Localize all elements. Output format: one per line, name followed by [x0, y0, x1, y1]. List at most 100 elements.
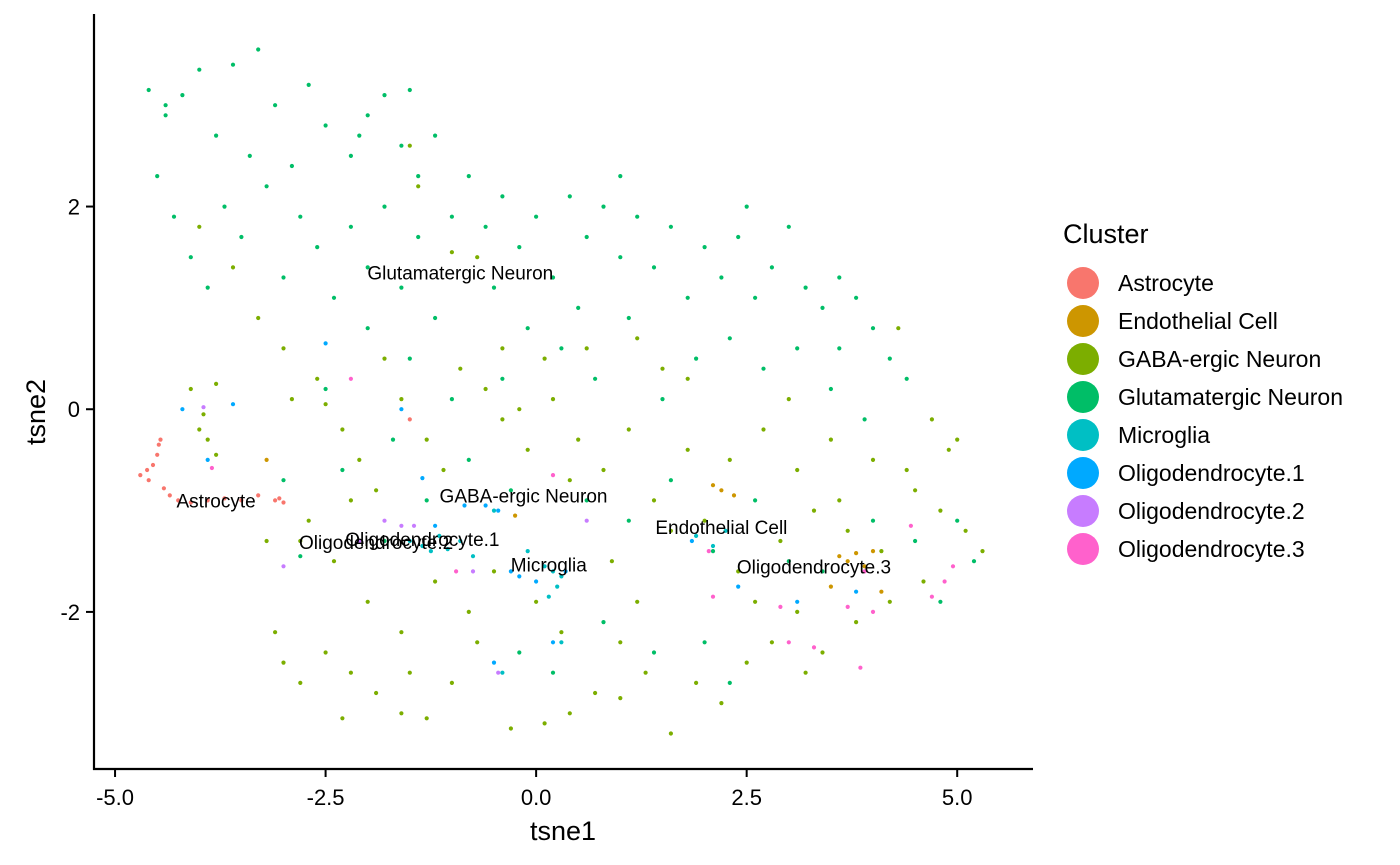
point-glutamatergic-neuron-76 [365, 326, 370, 331]
point-gaba-ergic-neuron-73 [736, 569, 741, 574]
point-gaba-ergic-neuron-94 [214, 452, 219, 457]
point-astrocyte-11 [222, 496, 227, 501]
point-gaba-ergic-neuron-71 [668, 528, 674, 533]
point-gaba-ergic-neuron-34 [929, 417, 935, 422]
point-glutamatergic-neuron-33 [433, 315, 438, 321]
legend: Astrocyte Endothelial Cell GABA-ergic Neur… [1067, 267, 1343, 565]
point-gaba-ergic-neuron-24 [727, 457, 732, 462]
point-oligodendrocyte-1-18 [491, 660, 497, 665]
point-microglia-18 [500, 670, 505, 675]
point-oligodendrocyte-3-3 [550, 473, 556, 478]
point-endothelial-cell-7 [870, 549, 876, 554]
y-tick-label: 0 [68, 397, 80, 422]
point-glutamatergic-neuron-64 [559, 346, 564, 351]
point-gaba-ergic-neuron-65 [466, 609, 471, 615]
point-gaba-ergic-neuron-42 [424, 716, 429, 721]
point-gaba-ergic-neuron-105 [753, 599, 758, 604]
point-glutamatergic-neuron-90 [820, 569, 825, 574]
point-oligodendrocyte-3-10 [862, 569, 867, 574]
point-gaba-ergic-neuron-4 [214, 381, 219, 386]
point-oligodendrocyte-3-6 [778, 604, 783, 610]
point-astrocyte-4 [156, 442, 161, 447]
point-glutamatergic-neuron-74 [449, 397, 454, 402]
legend-label-oligodendrocyte-2: Oligodendrocyte.2 [1118, 498, 1305, 524]
point-gaba-ergic-neuron-8 [340, 427, 345, 432]
point-gaba-ergic-neuron-104 [525, 447, 530, 452]
point-gaba-ergic-neuron-62 [365, 599, 370, 604]
cluster-label-astrocyte: Astrocyte [176, 492, 255, 513]
point-endothelial-cell-5 [854, 551, 859, 556]
x-tick-label: -2.5 [307, 785, 345, 810]
point-gaba-ergic-neuron-36 [281, 660, 286, 665]
point-gaba-ergic-neuron-21 [626, 427, 631, 432]
x-tick-label: 0.0 [521, 785, 552, 810]
point-glutamatergic-neuron-68 [694, 356, 699, 361]
point-gaba-ergic-neuron-48 [593, 690, 598, 696]
point-astrocyte-14 [273, 498, 278, 503]
legend-label-endothelial-cell: Endothelial Cell [1118, 308, 1278, 334]
point-oligodendrocyte-3-15 [950, 564, 956, 569]
legend-key-astrocyte [1067, 267, 1099, 299]
point-astrocyte-8 [176, 498, 181, 503]
point-glutamatergic-neuron-12 [365, 113, 370, 118]
point-gaba-ergic-neuron-88 [315, 376, 320, 381]
legend-key-microglia [1067, 419, 1099, 451]
point-gaba-ergic-neuron-9 [357, 457, 362, 462]
point-gaba-ergic-neuron-20 [601, 467, 606, 473]
point-endothelial-cell-10 [513, 513, 518, 518]
point-glutamatergic-neuron-65 [593, 376, 598, 381]
point-gaba-ergic-neuron-29 [913, 488, 918, 493]
point-glutamatergic-neuron-21 [222, 204, 227, 209]
point-glutamatergic-neuron-51 [736, 234, 741, 240]
point-microglia-7 [542, 564, 547, 569]
point-glutamatergic-neuron-112 [837, 346, 842, 351]
point-gaba-ergic-neuron-68 [559, 630, 564, 635]
point-oligodendrocyte-1-3 [323, 341, 328, 346]
point-gaba-ergic-neuron-78 [904, 467, 909, 473]
point-endothelial-cell-4 [845, 559, 850, 564]
point-glutamatergic-neuron-27 [331, 295, 337, 300]
point-glutamatergic-neuron-47 [668, 224, 674, 229]
point-oligodendrocyte-2-2 [382, 518, 387, 523]
point-gaba-ergic-neuron-12 [424, 437, 429, 442]
point-gaba-ergic-neuron-79 [946, 447, 951, 452]
cluster-labels-layer: Glutamatergic Neuron GABA-ergic Neuron Ast… [176, 263, 891, 578]
point-gaba-ergic-neuron-52 [694, 680, 699, 686]
point-microglia-14 [723, 528, 728, 533]
point-glutamatergic-neuron-97 [651, 650, 657, 655]
point-gaba-ergic-neuron-81 [348, 498, 353, 503]
point-microglia-6 [470, 554, 476, 559]
point-gaba-ergic-neuron-100 [837, 498, 842, 503]
point-glutamatergic-neuron-45 [635, 214, 640, 219]
point-gaba-ergic-neuron-91 [197, 224, 202, 229]
point-gaba-ergic-neuron-63 [399, 630, 404, 635]
legend-key-oligodendrocyte-3 [1067, 533, 1099, 565]
legend-label-microglia: Microglia [1118, 422, 1210, 448]
point-gaba-ergic-neuron-47 [567, 711, 572, 716]
point-oligodendrocyte-2-5 [470, 569, 476, 574]
point-gaba-ergic-neuron-89 [256, 315, 261, 321]
point-glutamatergic-neuron-28 [348, 224, 353, 229]
point-glutamatergic-neuron-34 [449, 214, 454, 219]
point-endothelial-cell-11 [264, 457, 269, 462]
point-astrocyte-13 [256, 493, 261, 498]
point-glutamatergic-neuron-49 [702, 245, 707, 250]
point-glutamatergic-neuron-6 [256, 47, 261, 52]
point-gaba-ergic-neuron-0 [188, 386, 193, 392]
point-oligodendrocyte-2-1 [281, 564, 286, 569]
point-oligodendrocyte-1-7 [462, 503, 467, 508]
point-glutamatergic-neuron-70 [761, 366, 766, 371]
point-glutamatergic-neuron-91 [870, 518, 876, 523]
point-glutamatergic-neuron-59 [870, 326, 876, 331]
point-gaba-ergic-neuron-101 [896, 326, 901, 331]
point-oligodendrocyte-3-1 [348, 376, 353, 381]
point-glutamatergic-neuron-35 [466, 174, 471, 179]
point-astrocyte-17 [146, 478, 151, 483]
point-gaba-ergic-neuron-22 [660, 366, 665, 371]
point-glutamatergic-neuron-42 [584, 234, 589, 240]
point-gaba-ergic-neuron-39 [348, 670, 353, 675]
point-oligodendrocyte-1-1 [230, 402, 236, 407]
point-gaba-ergic-neuron-107 [618, 640, 623, 645]
point-glutamatergic-neuron-22 [239, 234, 244, 240]
point-gaba-ergic-neuron-40 [374, 690, 379, 696]
